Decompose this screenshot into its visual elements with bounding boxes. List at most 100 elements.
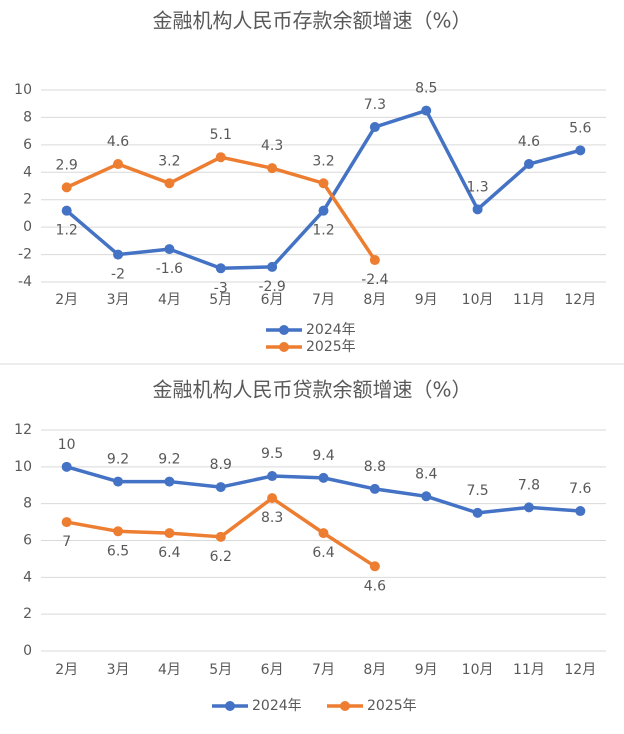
x-tick-label: 3月 — [107, 662, 130, 678]
data-label: 7 — [62, 534, 71, 550]
x-tick-label: 6月 — [261, 292, 284, 308]
y-tick-label: 0 — [23, 643, 32, 659]
data-label: 1.2 — [312, 223, 334, 239]
data-label: 1.2 — [56, 223, 78, 239]
chart-title: 金融机构人民币贷款余额增速（%） — [152, 378, 471, 402]
data-point — [318, 472, 329, 483]
x-tick-label: 12月 — [564, 292, 596, 308]
y-tick-label: 4 — [23, 164, 32, 180]
x-tick-label: 9月 — [415, 662, 438, 678]
data-label: -2 — [111, 267, 125, 283]
x-tick-label: 8月 — [363, 662, 386, 678]
data-label: 1.3 — [466, 179, 488, 195]
data-label: 10 — [58, 437, 76, 453]
legend-label: 2025年 — [306, 339, 356, 355]
y-tick-label: 10 — [14, 82, 32, 98]
data-label: 3.2 — [312, 153, 334, 169]
x-tick-label: 4月 — [158, 292, 181, 308]
data-label: 6.4 — [158, 545, 180, 561]
data-label: 3.2 — [158, 153, 180, 169]
data-point — [575, 145, 586, 156]
data-label: 9.2 — [107, 452, 129, 468]
x-tick-label: 10月 — [462, 292, 494, 308]
series-line — [65, 108, 581, 271]
data-label: 7.5 — [466, 483, 488, 499]
data-point — [164, 476, 175, 487]
data-label: 8.8 — [364, 459, 386, 475]
data-label: 2.9 — [56, 157, 78, 173]
data-point — [113, 476, 124, 487]
data-point — [472, 204, 483, 215]
y-tick-label: 10 — [14, 459, 32, 475]
data-label: -2.9 — [258, 279, 285, 295]
y-tick-label: 8 — [23, 109, 32, 125]
data-point — [215, 482, 226, 493]
data-label: 4.6 — [364, 578, 386, 594]
x-tick-label: 5月 — [209, 662, 232, 678]
data-label: 9.5 — [261, 446, 283, 462]
data-label: 4.6 — [518, 134, 540, 150]
x-tick-label: 10月 — [462, 662, 494, 678]
data-point — [164, 528, 175, 539]
data-label: 7.8 — [518, 477, 540, 493]
y-tick-label: 4 — [23, 569, 32, 585]
legend-label: 2025年 — [367, 698, 417, 714]
data-point — [369, 483, 380, 494]
data-point — [318, 178, 329, 189]
y-tick-label: -4 — [18, 274, 32, 290]
x-tick-label: 9月 — [415, 292, 438, 308]
y-tick-label: 8 — [23, 496, 32, 512]
data-label: 8.4 — [415, 466, 437, 482]
y-tick-label: 2 — [23, 606, 32, 622]
data-label: 4.6 — [107, 134, 129, 150]
data-point — [318, 205, 329, 216]
y-tick-label: 2 — [23, 192, 32, 208]
data-point — [369, 255, 380, 266]
data-point — [267, 493, 278, 504]
data-label: 9.4 — [312, 448, 334, 464]
y-tick-label: -2 — [18, 247, 32, 263]
x-tick-label: 2月 — [55, 292, 78, 308]
data-label: 8.5 — [415, 81, 437, 97]
legend-marker — [279, 325, 289, 335]
data-point — [369, 561, 380, 572]
x-tick-label: 3月 — [107, 292, 130, 308]
data-point — [421, 491, 432, 502]
data-point — [61, 182, 72, 193]
y-tick-label: 6 — [23, 533, 32, 549]
data-point — [369, 122, 380, 133]
chart-title: 金融机构人民币存款余额增速（%） — [152, 9, 471, 33]
data-label: 7.6 — [569, 481, 591, 497]
legend-marker — [279, 342, 289, 352]
data-point — [164, 178, 175, 189]
data-point — [523, 159, 534, 170]
x-tick-label: 7月 — [312, 292, 335, 308]
data-label: 8.3 — [261, 510, 283, 526]
legend-label: 2024年 — [252, 698, 302, 714]
x-tick-label: 6月 — [261, 662, 284, 678]
data-label: 7.3 — [364, 97, 386, 113]
data-point — [267, 471, 278, 482]
x-tick-label: 4月 — [158, 662, 181, 678]
data-point — [113, 159, 124, 170]
data-point — [575, 506, 586, 517]
data-label: 5.1 — [210, 127, 232, 143]
data-point — [61, 461, 72, 472]
data-point — [61, 205, 72, 216]
data-label: 6.2 — [210, 549, 232, 565]
data-point — [267, 163, 278, 174]
data-label: 6.4 — [312, 545, 334, 561]
data-point — [215, 531, 226, 542]
x-tick-label: 5月 — [209, 292, 232, 308]
y-tick-label: 0 — [23, 219, 32, 235]
data-point — [318, 528, 329, 539]
data-label: -3 — [214, 280, 228, 296]
x-tick-label: 11月 — [513, 662, 545, 678]
data-point — [113, 526, 124, 537]
data-point — [267, 261, 278, 272]
data-label: 8.9 — [210, 457, 232, 473]
x-tick-label: 2月 — [55, 662, 78, 678]
data-label: 4.3 — [261, 138, 283, 154]
data-point — [523, 502, 534, 513]
